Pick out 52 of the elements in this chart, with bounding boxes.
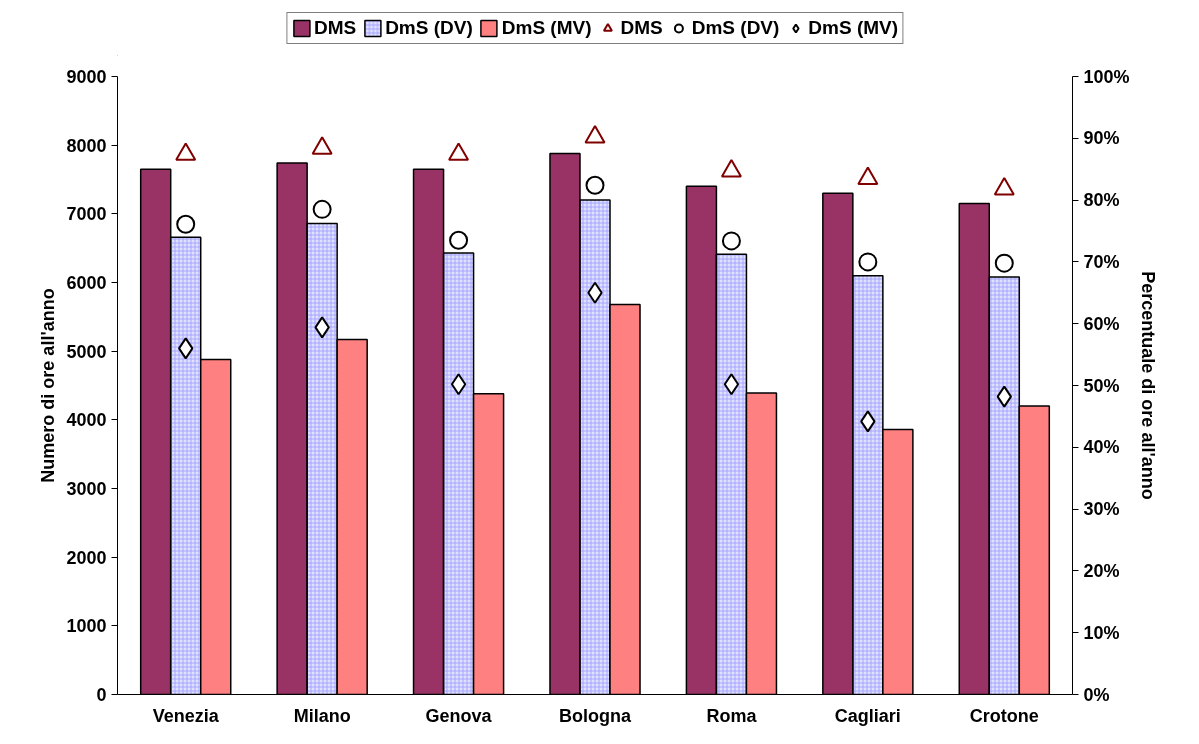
y2-tick-label: 60% <box>1083 313 1120 334</box>
point <box>858 252 878 272</box>
y2-tick-label: 70% <box>1083 251 1120 272</box>
y-tick-label: 9000 <box>66 67 107 87</box>
y-tick-label: 0 <box>96 685 107 705</box>
point <box>993 177 1015 196</box>
y2-axis-title: Percentuale di ore all'anno <box>1137 271 1158 500</box>
point <box>994 253 1014 273</box>
point <box>857 166 879 185</box>
legend-label: DMS <box>620 17 663 39</box>
y2-tick-label: 40% <box>1083 437 1120 458</box>
x-tick-label: Crotone <box>969 705 1039 726</box>
y-tick-label: 7000 <box>66 204 107 225</box>
point <box>721 231 741 251</box>
y2-tick-label: 50% <box>1083 375 1120 396</box>
legend-label: DmS (DV) <box>385 17 473 39</box>
y-tick-label: 8000 <box>66 135 107 156</box>
legend-label: DmS (MV) <box>501 17 592 39</box>
point <box>584 125 606 144</box>
point <box>450 373 467 396</box>
x-tick-label: Bologna <box>559 705 632 726</box>
point <box>448 142 470 161</box>
x-tick-label: Genova <box>425 705 493 726</box>
y-tick-label: 1000 <box>66 616 107 637</box>
legend-label: DmS (MV) <box>808 17 899 39</box>
point <box>585 175 605 195</box>
point <box>311 136 333 155</box>
point <box>449 230 469 250</box>
legend-label: DmS (DV) <box>691 17 780 39</box>
legend-label: DMS <box>313 17 357 39</box>
y-axis-title: Numero di ore all'anno <box>38 288 59 483</box>
point <box>312 199 332 219</box>
point <box>176 214 196 234</box>
y2-tick-label: 100% <box>1083 66 1130 87</box>
y2-tick-label: 80% <box>1083 190 1120 211</box>
y2-tick-label: 30% <box>1083 499 1120 520</box>
y-tick-label: 3000 <box>66 479 107 499</box>
y2-tick-label: 20% <box>1083 560 1120 581</box>
y2-tick-label: 90% <box>1083 128 1120 149</box>
y2-tick-label: 0% <box>1083 684 1110 705</box>
x-tick-label: Roma <box>706 705 758 726</box>
x-tick-label: Milano <box>293 705 351 726</box>
y-tick-label: 6000 <box>66 273 107 293</box>
x-tick-label: Venezia <box>152 705 220 726</box>
y2-tick-label: 10% <box>1083 622 1120 643</box>
y-tick-label: 4000 <box>66 410 107 431</box>
y-tick-label: 5000 <box>66 341 107 362</box>
point <box>175 142 197 161</box>
point <box>720 159 742 178</box>
y-tick-label: 2000 <box>66 547 107 568</box>
point <box>723 373 740 396</box>
x-tick-label: Cagliari <box>834 705 901 726</box>
